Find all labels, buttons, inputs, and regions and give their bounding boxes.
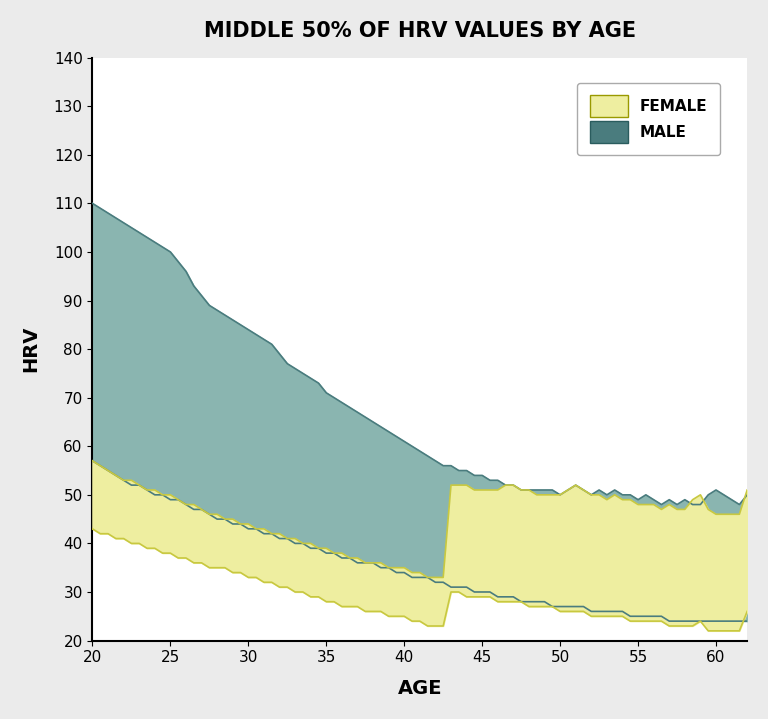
Title: MIDDLE 50% OF HRV VALUES BY AGE: MIDDLE 50% OF HRV VALUES BY AGE [204,21,636,41]
Y-axis label: HRV: HRV [21,326,40,372]
X-axis label: AGE: AGE [398,679,442,698]
Legend: FEMALE, MALE: FEMALE, MALE [578,83,720,155]
